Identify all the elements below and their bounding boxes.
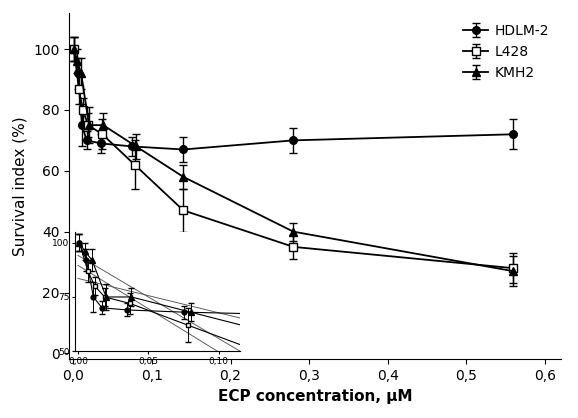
X-axis label: ECP concentration, μM: ECP concentration, μM [218, 389, 412, 404]
Y-axis label: Survival index (%): Survival index (%) [13, 116, 28, 256]
Legend: HDLM-2, L428, KMH2: HDLM-2, L428, KMH2 [459, 20, 554, 84]
